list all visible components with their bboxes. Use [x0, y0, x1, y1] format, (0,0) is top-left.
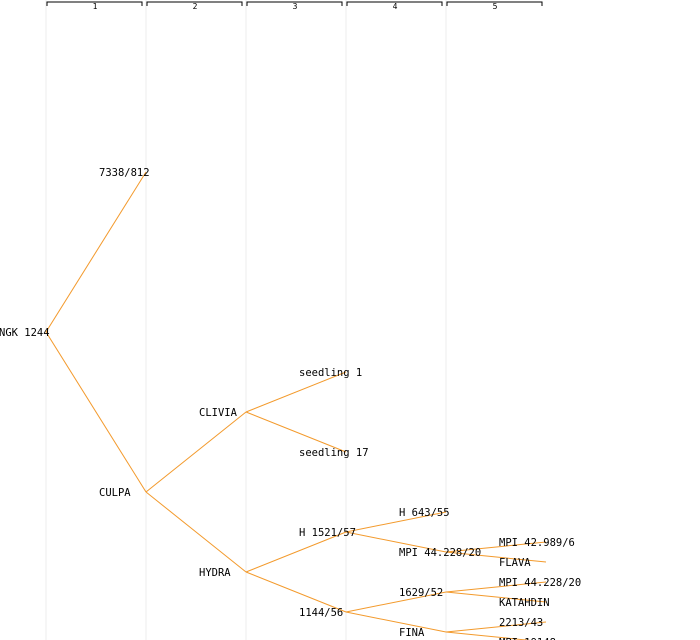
- generation-bracket: [146, 1, 243, 6]
- generation-number: 1: [93, 2, 98, 11]
- pedigree-node-flava[interactable]: FLAVA: [499, 557, 531, 569]
- pedigree-node-fina[interactable]: FINA: [399, 627, 425, 639]
- generation-bracket: [246, 1, 343, 6]
- generation-columns: [45, 0, 447, 640]
- pedigree-node-mpi19148[interactable]: MPI 19148: [499, 637, 556, 640]
- pedigree-node-katahdin[interactable]: KATAHDIN: [499, 597, 550, 609]
- pedigree-node-culpa[interactable]: CULPA: [99, 487, 131, 499]
- pedigree-edge: [445, 581, 547, 593]
- pedigree-edge: [445, 551, 547, 563]
- pedigree-edge: [345, 511, 447, 533]
- pedigree-node-ngk1244[interactable]: NGK 1244: [0, 327, 50, 339]
- pedigree-edge: [345, 531, 447, 553]
- pedigree-node-h1521[interactable]: H 1521/57: [299, 527, 356, 539]
- pedigree-edge: [245, 571, 347, 613]
- generation-bracket: [346, 1, 443, 6]
- pedigree-edge: [345, 611, 447, 633]
- pedigree-node-seedling17[interactable]: seedling 17: [299, 447, 369, 459]
- generation-number: 3: [293, 2, 298, 11]
- generation-number: 4: [393, 2, 398, 11]
- pedigree-node-n7338[interactable]: 7338/812: [99, 167, 150, 179]
- pedigree-node-n2213[interactable]: 2213/43: [499, 617, 543, 629]
- generation-header: 1 2 3 4 5: [46, 1, 543, 11]
- generation-number: 2: [193, 2, 198, 11]
- pedigree-node-hydra[interactable]: HYDRA: [199, 567, 231, 579]
- pedigree-edge: [245, 531, 347, 573]
- pedigree-edge: [145, 491, 247, 573]
- pedigree-node-n1629[interactable]: 1629/52: [399, 587, 443, 599]
- generation-bracket: [46, 1, 143, 6]
- pedigree-edge: [245, 371, 347, 413]
- pedigree-edge: [445, 631, 532, 640]
- pedigree-edge: [445, 621, 547, 633]
- pedigree-node-mpi44a[interactable]: MPI 44.228/20: [399, 547, 481, 559]
- pedigree-node-clivia[interactable]: CLIVIA: [199, 407, 238, 419]
- pedigree-edges: [45, 171, 547, 640]
- pedigree-node-seedling1[interactable]: seedling 1: [299, 367, 362, 379]
- generation-number: 5: [493, 2, 498, 11]
- pedigree-edge: [445, 541, 547, 553]
- pedigree-edge: [45, 171, 147, 333]
- pedigree-labels: NGK 1244 7338/812 CULPA CLIVIA HYDRA seedling…: [0, 167, 581, 640]
- pedigree-node-n1144[interactable]: 1144/56: [299, 607, 343, 619]
- pedigree-edge: [145, 411, 247, 493]
- pedigree-edge: [45, 331, 147, 493]
- pedigree-edge: [445, 591, 547, 603]
- pedigree-node-h643[interactable]: H 643/55: [399, 507, 450, 519]
- pedigree-edge: [245, 411, 347, 453]
- generation-bracket: [446, 1, 543, 6]
- pedigree-node-mpi44b[interactable]: MPI 44.228/20: [499, 577, 581, 589]
- pedigree-edge: [345, 591, 447, 613]
- pedigree-node-mpi42[interactable]: MPI 42.989/6: [499, 537, 575, 549]
